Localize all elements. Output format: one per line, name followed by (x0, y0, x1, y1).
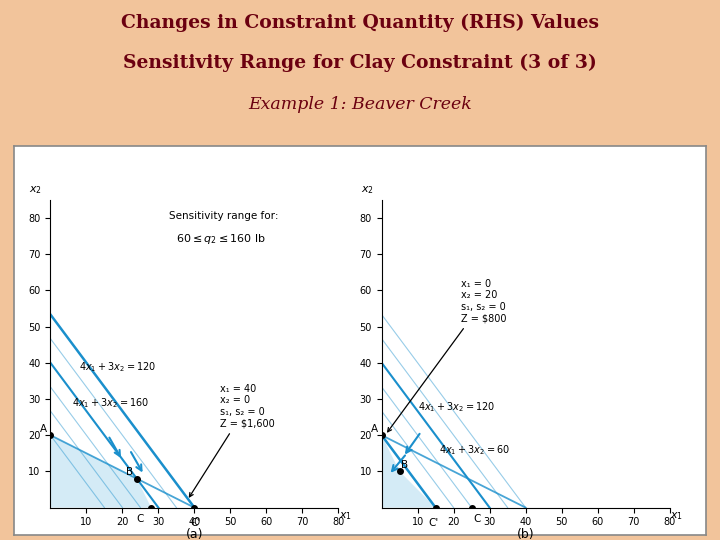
Text: C: C (474, 514, 481, 524)
Text: C': C' (191, 518, 201, 528)
Text: C': C' (428, 518, 438, 528)
Text: x₁ = 40
x₂ = 0
s₁, s₂ = 0
Z = $1,600: x₁ = 40 x₂ = 0 s₁, s₂ = 0 Z = $1,600 (189, 384, 274, 497)
Text: $4x_1 + 3x_2 = 120$: $4x_1 + 3x_2 = 120$ (79, 360, 156, 374)
Text: C: C (137, 514, 144, 524)
Text: A: A (40, 423, 47, 434)
Polygon shape (382, 435, 436, 508)
Text: Example 1: Beaver Creek: Example 1: Beaver Creek (248, 96, 472, 113)
Text: A: A (371, 423, 378, 434)
Text: $4x_1 + 3x_2 = 160$: $4x_1 + 3x_2 = 160$ (72, 396, 149, 410)
Text: $x_1$: $x_1$ (339, 510, 352, 522)
Text: $x_2$: $x_2$ (361, 185, 374, 197)
Text: $x_2$: $x_2$ (30, 185, 42, 197)
Text: $60 \leq q_2 \leq 160$ lb: $60 \leq q_2 \leq 160$ lb (176, 232, 266, 246)
Text: $x_1$: $x_1$ (670, 510, 683, 522)
Text: B: B (402, 460, 408, 470)
Text: (a): (a) (186, 528, 203, 540)
Text: x₁ = 0
x₂ = 20
s₁, s₂ = 0
Z = $800: x₁ = 0 x₂ = 20 s₁, s₂ = 0 Z = $800 (387, 279, 506, 432)
Text: Changes in Constraint Quantity (RHS) Values: Changes in Constraint Quantity (RHS) Val… (121, 14, 599, 32)
Text: B: B (126, 467, 133, 477)
Text: $4x_1 + 3x_2 = 60$: $4x_1 + 3x_2 = 60$ (439, 443, 510, 457)
Polygon shape (50, 435, 151, 508)
Text: Sensitivity Range for Clay Constraint (3 of 3): Sensitivity Range for Clay Constraint (3… (123, 54, 597, 72)
Text: (b): (b) (517, 528, 534, 540)
Text: $4x_1 + 3x_2 = 120$: $4x_1 + 3x_2 = 120$ (418, 400, 495, 414)
Text: Sensitivity range for:: Sensitivity range for: (169, 211, 279, 221)
